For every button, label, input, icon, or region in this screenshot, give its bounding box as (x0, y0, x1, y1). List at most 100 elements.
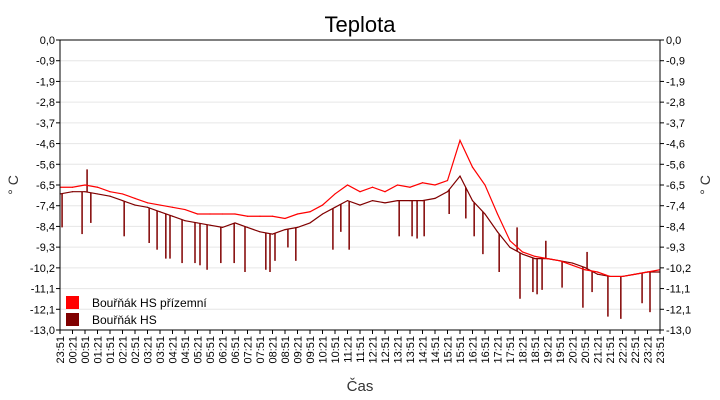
y-tick-label: -13,0 (30, 325, 55, 337)
data-point (84, 184, 86, 186)
x-tick-label: 18:51 (530, 336, 542, 364)
data-point (521, 251, 524, 253)
data-point (246, 215, 249, 217)
data-point (384, 191, 386, 193)
data-point (321, 204, 324, 206)
y-tick-label: -13,0 (666, 325, 691, 337)
x-tick-label: 23:51 (655, 336, 667, 364)
data-point (159, 204, 161, 206)
y-tick-label: -2,8 (36, 97, 55, 109)
data-point (109, 195, 111, 197)
x-tick-label: 17:21 (493, 336, 505, 364)
data-point (409, 186, 411, 188)
y-tick-label: -5,6 (36, 159, 55, 171)
data-point (259, 215, 261, 217)
x-tick-label: 12:21 (368, 336, 380, 364)
plot-frame (59, 39, 661, 331)
x-tick-label: 15:51 (455, 336, 467, 364)
x-tick-label: 08:51 (280, 336, 292, 364)
data-point (359, 204, 361, 206)
data-point (221, 213, 224, 215)
data-point (321, 213, 324, 215)
x-tick-label: 21:51 (605, 336, 617, 364)
data-point (334, 206, 336, 208)
x-tick-label: 01:51 (105, 336, 117, 364)
y-tick-label: -10,2 (666, 263, 691, 275)
y-tick-label: -10,2 (30, 263, 55, 275)
data-point (596, 273, 599, 275)
series-0 (59, 138, 661, 278)
legend-swatch-2 (66, 313, 79, 326)
series-group (59, 138, 661, 319)
legend-label-2: Bouřňák HS (92, 313, 157, 327)
y-tick-label: 0,0 (40, 35, 55, 47)
x-tick-label: 09:51 (305, 336, 317, 364)
data-point (396, 184, 399, 186)
data-point (384, 202, 386, 204)
x-tick-label: 13:51 (405, 336, 417, 364)
data-point (484, 184, 486, 186)
x-tick-label: 14:51 (430, 336, 442, 364)
data-point (84, 191, 86, 193)
x-tick-label: 14:21 (418, 336, 430, 364)
x-tick-label: 00:21 (68, 336, 80, 364)
y-tick-label: -0,9 (666, 56, 685, 68)
y-tick-label: -2,8 (666, 97, 685, 109)
data-point (146, 202, 149, 204)
data-point (371, 200, 374, 202)
x-tick-label: 16:51 (480, 336, 492, 364)
data-point (509, 240, 511, 242)
data-point (334, 193, 336, 195)
x-tick-label: 03:51 (155, 336, 167, 364)
x-tick-label: 04:21 (168, 336, 180, 364)
x-tick-label: 13:21 (393, 336, 405, 364)
x-tick-label: 20:51 (580, 336, 592, 364)
data-point (396, 200, 399, 202)
x-tick-label: 07:51 (255, 336, 267, 364)
data-point (346, 184, 349, 186)
y-tick-label: -12,1 (30, 304, 55, 316)
data-point (246, 226, 249, 228)
data-point (71, 186, 74, 188)
y-tick-label: -12,1 (666, 304, 691, 316)
data-point (534, 255, 536, 257)
data-point (421, 200, 424, 202)
data-point (446, 179, 449, 182)
data-point (96, 193, 99, 195)
x-tick-label: 18:21 (518, 336, 530, 364)
y-axis-label-right: ° C (697, 175, 713, 195)
data-point (471, 200, 474, 202)
x-axis: 23:51 00:21 00:51 01:21 01:51 02:21 02:51 03:21… (55, 330, 667, 364)
x-tick-label: 09:21 (293, 336, 305, 364)
y-tick-label: -9,3 (36, 242, 55, 254)
data-point (359, 191, 361, 193)
x-tick-label: 21:21 (593, 336, 605, 364)
x-tick-label: 04:51 (180, 336, 192, 364)
data-point (234, 213, 236, 215)
data-point (584, 269, 586, 271)
data-point (459, 175, 461, 177)
data-point (421, 182, 424, 184)
data-point (371, 186, 374, 188)
chart-title: Teplota (325, 12, 397, 37)
data-point (434, 184, 436, 186)
y-tick-label: -0,9 (36, 56, 55, 68)
data-point (284, 217, 286, 220)
x-tick-label: 06:21 (218, 336, 230, 364)
data-point (609, 275, 611, 278)
legend-label-1: Bouřňák HS přízemní (92, 296, 207, 310)
x-tick-label: 22:51 (630, 336, 642, 364)
data-point (596, 271, 599, 273)
data-point (496, 231, 499, 233)
data-point (646, 271, 649, 273)
x-tick-label: 02:51 (130, 336, 142, 364)
data-point (134, 204, 136, 206)
series-1 (59, 169, 661, 319)
data-point (571, 262, 574, 264)
data-point (559, 260, 561, 262)
data-point (634, 273, 636, 275)
data-point (621, 275, 624, 278)
y-tick-label: -9,3 (666, 242, 685, 254)
data-point (184, 208, 186, 211)
data-point (309, 222, 311, 224)
